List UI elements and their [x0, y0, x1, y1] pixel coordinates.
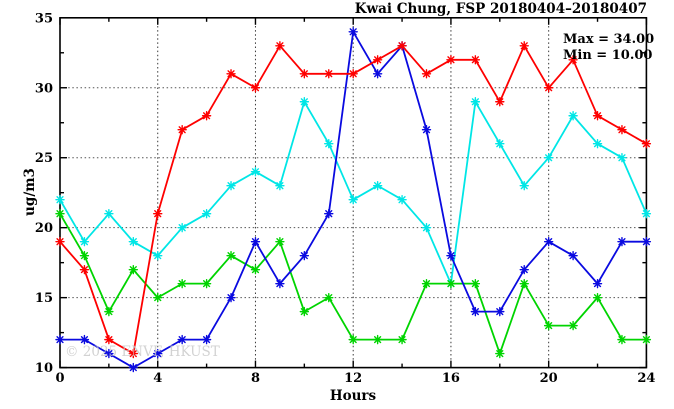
series-cyan-markers	[55, 97, 652, 289]
y-axis-label: ug/m3	[22, 168, 38, 216]
x-tick-label: 4	[153, 371, 162, 386]
min-annotation: Min = 10.00	[563, 48, 652, 63]
chart-title: Kwai Chung, FSP 20180404–20180407	[355, 1, 647, 17]
max-annotation: Max = 34.00	[563, 32, 654, 47]
y-tick-label: 20	[35, 221, 53, 236]
y-tick-label: 15	[35, 291, 53, 306]
x-tick-label: 20	[540, 371, 558, 386]
series-red-markers	[55, 41, 652, 359]
watermark: © 2025 ENVF, HKUST	[65, 344, 220, 360]
x-tick-label: 24	[637, 371, 655, 386]
series-blue-markers	[55, 27, 652, 373]
x-tick-label: 8	[251, 371, 260, 386]
y-tick-label: 25	[35, 151, 53, 166]
plot-area: 0 4 8 12 16 20 24 10 15 20 25 30 35	[35, 11, 656, 386]
plot-frame	[59, 16, 648, 369]
y-tick-label: 10	[35, 361, 53, 376]
series-green-markers	[55, 208, 652, 359]
y-tick-label: 30	[35, 81, 53, 96]
x-tick-label: 12	[344, 371, 362, 386]
x-tick-label: 0	[55, 371, 64, 386]
series-green-line	[59, 213, 647, 355]
x-axis-label: Hours	[330, 388, 377, 404]
x-tick-label: 16	[442, 371, 460, 386]
y-tick-label: 35	[35, 11, 53, 26]
